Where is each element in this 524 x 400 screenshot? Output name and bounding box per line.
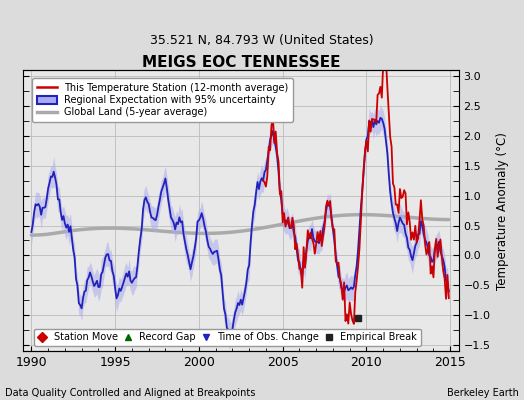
Text: Berkeley Earth: Berkeley Earth: [447, 388, 519, 398]
Text: Data Quality Controlled and Aligned at Breakpoints: Data Quality Controlled and Aligned at B…: [5, 388, 256, 398]
Y-axis label: Temperature Anomaly (°C): Temperature Anomaly (°C): [496, 132, 509, 290]
Legend: Station Move, Record Gap, Time of Obs. Change, Empirical Break: Station Move, Record Gap, Time of Obs. C…: [35, 328, 421, 346]
Text: 35.521 N, 84.793 W (United States): 35.521 N, 84.793 W (United States): [150, 34, 374, 47]
Title: MEIGS EOC TENNESSEE: MEIGS EOC TENNESSEE: [141, 55, 340, 70]
